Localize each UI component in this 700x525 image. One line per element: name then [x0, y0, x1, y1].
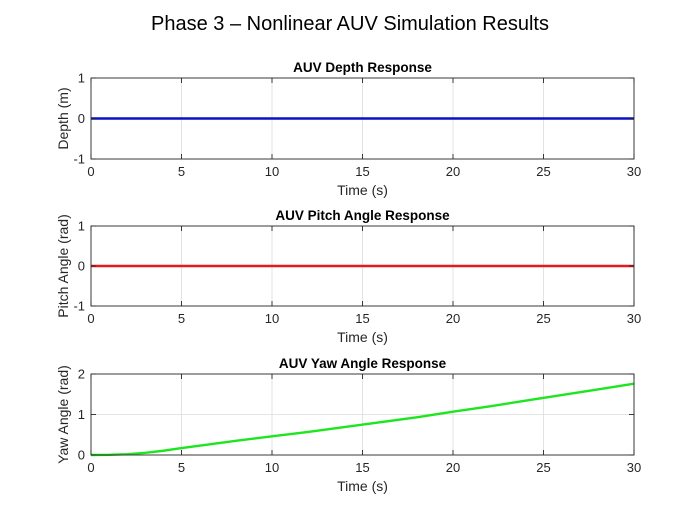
y-tick-label: 2: [78, 367, 85, 382]
y-tick-label: 0: [78, 259, 85, 274]
subplot-title: AUV Depth Response: [293, 60, 432, 75]
x-tick-label: 10: [265, 311, 279, 326]
x-tick-label: 0: [87, 164, 94, 179]
x-axis-label: Time (s): [337, 478, 388, 494]
subplot-3: 0 5 10 15 20 25 30 0 1 2 AUV Yaw Angle Response Tim…: [55, 356, 641, 494]
x-tick-label: 25: [536, 311, 550, 326]
subplot-title: AUV Pitch Angle Response: [275, 208, 450, 223]
x-tick-label: 20: [446, 311, 460, 326]
x-tick-label: 0: [87, 460, 94, 475]
y-tick-label: -1: [73, 152, 85, 167]
x-tick-label: 5: [178, 460, 185, 475]
series-line-1: [90, 382, 635, 457]
x-tick-label: 5: [178, 164, 185, 179]
y-tick-label: 0: [78, 448, 85, 463]
y-tick-label: 0: [78, 111, 85, 126]
x-tick-label: 30: [627, 460, 641, 475]
y-tick-label: 1: [78, 71, 85, 86]
y-tick-label: 1: [78, 219, 85, 234]
x-tick-label: 5: [178, 311, 185, 326]
y-axis-label: Depth (m): [55, 87, 71, 149]
subplot-title: AUV Yaw Angle Response: [279, 356, 447, 371]
x-tick-label: 15: [355, 460, 369, 475]
x-tick-label: 10: [265, 460, 279, 475]
x-tick-label: 25: [536, 460, 550, 475]
x-tick-label: 30: [627, 164, 641, 179]
y-axis-label: Pitch Angle (rad): [55, 214, 71, 318]
x-axis-label: Time (s): [337, 182, 388, 198]
x-tick-label: 20: [446, 460, 460, 475]
x-axis-label: Time (s): [337, 329, 388, 345]
x-tick-label: 30: [627, 311, 641, 326]
x-tick-label: 10: [265, 164, 279, 179]
y-axis-label: Yaw Angle (rad): [55, 365, 71, 464]
x-tick-label: 15: [355, 164, 369, 179]
x-tick-label: 0: [87, 311, 94, 326]
x-tick-label: 15: [355, 311, 369, 326]
y-tick-label: -1: [73, 299, 85, 314]
x-tick-label: 25: [536, 164, 550, 179]
figure-suptitle: Phase 3 – Nonlinear AUV Simulation Resul…: [151, 13, 549, 35]
x-tick-label: 20: [446, 164, 460, 179]
y-tick-label: 1: [78, 407, 85, 422]
